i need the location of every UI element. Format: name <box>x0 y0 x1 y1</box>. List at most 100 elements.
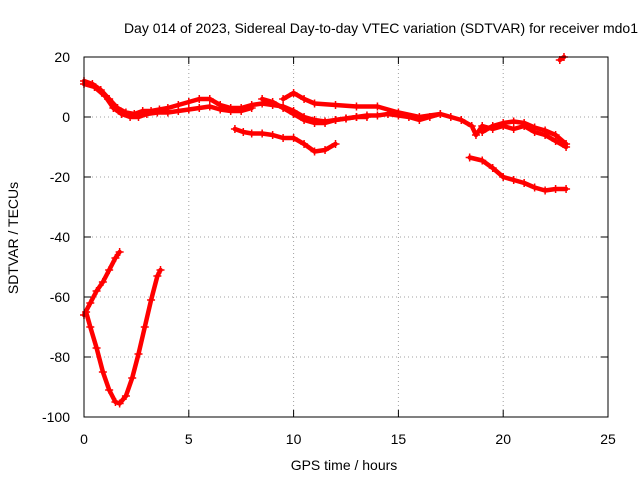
data-point <box>310 99 319 108</box>
data-point <box>530 123 539 132</box>
data-point <box>562 185 571 193</box>
data-point <box>310 119 319 127</box>
data-point <box>457 116 466 124</box>
data-point <box>499 173 508 181</box>
data-point <box>140 323 149 331</box>
data-point <box>247 104 256 112</box>
data-point <box>100 92 109 100</box>
data-point <box>86 299 95 307</box>
data-point <box>310 147 319 156</box>
data-point <box>289 134 298 142</box>
data-point <box>156 266 165 274</box>
data-point <box>331 140 340 148</box>
data-point <box>226 107 235 115</box>
data-point <box>184 98 193 106</box>
data-point <box>321 146 330 154</box>
data-point <box>82 308 91 316</box>
data-point <box>331 116 340 124</box>
data-point <box>153 272 162 280</box>
y-tick-label: -80 <box>50 349 70 365</box>
x-tick-label: 5 <box>185 431 193 447</box>
data-point <box>98 368 107 376</box>
data-point <box>478 156 487 165</box>
data-point <box>205 102 214 111</box>
data-point <box>98 278 107 286</box>
data-point <box>321 119 330 127</box>
data-point <box>105 386 114 394</box>
data-point <box>279 134 288 142</box>
y-axis-label: SDTVAR / TECUs <box>5 182 21 294</box>
data-point <box>415 113 424 121</box>
data-point <box>509 117 518 126</box>
data-point <box>373 102 382 111</box>
data-point <box>147 296 156 304</box>
data-point <box>562 140 571 148</box>
data-point <box>117 110 126 118</box>
data-point <box>520 119 529 127</box>
data-point <box>86 323 95 331</box>
data-point <box>509 125 518 133</box>
data-point <box>92 344 101 352</box>
data-point <box>530 183 539 192</box>
x-tick-label: 20 <box>495 431 511 447</box>
data-point <box>342 114 350 123</box>
data-point <box>373 111 382 120</box>
data-point <box>195 104 204 112</box>
data-point <box>362 113 371 121</box>
data-point <box>216 105 225 114</box>
data-point <box>488 164 497 172</box>
data-point <box>446 113 455 121</box>
data-point <box>289 110 298 118</box>
data-point <box>126 113 135 121</box>
data-point <box>541 186 550 195</box>
data-point <box>352 102 361 111</box>
data-point <box>331 101 340 109</box>
data-point <box>174 107 183 115</box>
data-point <box>551 185 560 193</box>
data-point <box>230 125 239 133</box>
data-point <box>268 131 277 139</box>
data-point <box>300 95 309 103</box>
y-tick-label: -20 <box>50 169 70 185</box>
data-point <box>195 95 204 103</box>
data-point <box>289 89 298 97</box>
x-tick-label: 15 <box>391 431 407 447</box>
data-point <box>237 107 246 115</box>
data-point <box>92 287 101 295</box>
x-axis-label: GPS time / hours <box>291 457 398 473</box>
data-point <box>134 350 143 358</box>
data-point <box>115 248 124 256</box>
y-tick-label: -100 <box>42 409 70 425</box>
x-tick-label: 25 <box>600 431 616 447</box>
data-point <box>121 392 130 400</box>
data-point <box>111 398 120 406</box>
data-point <box>520 179 529 187</box>
series-arc-mid-upper <box>280 90 443 120</box>
series-arc-late-low <box>467 155 569 193</box>
data-point <box>436 110 445 118</box>
data-point <box>478 128 487 136</box>
data-point <box>128 374 137 382</box>
data-point <box>300 140 309 148</box>
data-point <box>509 176 518 184</box>
data-point <box>258 95 267 103</box>
data-point <box>115 399 124 408</box>
data-point <box>258 129 267 138</box>
data-series <box>80 53 571 408</box>
axis-ticks: 0 5 10 15 20 25 -100 -80 -60 -40 -20 0 20 <box>42 49 616 447</box>
data-point <box>467 122 476 130</box>
data-point <box>352 113 361 121</box>
data-point <box>471 131 480 139</box>
data-point <box>184 105 193 114</box>
data-point <box>465 153 474 162</box>
data-point <box>279 95 288 103</box>
data-point <box>239 128 248 136</box>
data-point <box>499 119 508 127</box>
data-point <box>300 116 309 124</box>
x-tick-label: 0 <box>80 431 88 447</box>
y-tick-label: -60 <box>50 289 70 305</box>
data-point <box>247 129 256 138</box>
data-point <box>551 131 560 139</box>
